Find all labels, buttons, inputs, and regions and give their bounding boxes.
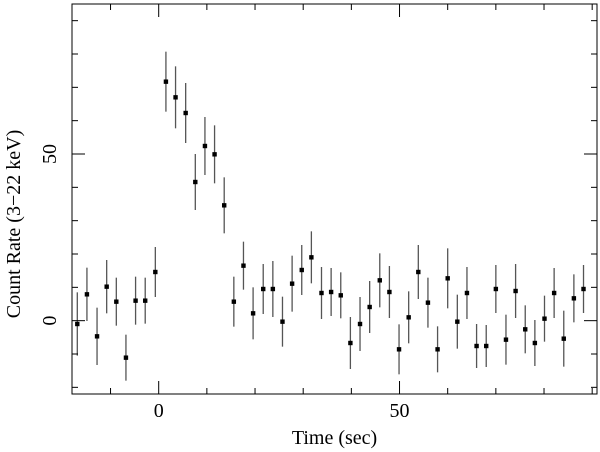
data-point xyxy=(153,269,158,275)
data-point xyxy=(406,315,411,320)
plot-frame xyxy=(71,3,598,395)
y-tick-label: 50 xyxy=(39,144,61,164)
data-point xyxy=(523,327,528,332)
data-point xyxy=(387,289,392,295)
data-point xyxy=(84,292,90,297)
data-point xyxy=(309,255,314,260)
data-point xyxy=(464,290,470,296)
data-point xyxy=(133,298,138,303)
data-point xyxy=(581,286,586,292)
data-point xyxy=(299,267,304,273)
data-point xyxy=(75,321,80,327)
data-point xyxy=(123,355,129,360)
data-point xyxy=(551,290,557,296)
data-point xyxy=(396,347,402,352)
data-point xyxy=(542,316,547,321)
x-tick-label: 50 xyxy=(390,400,410,422)
data-point xyxy=(114,299,119,304)
data-point xyxy=(338,293,343,298)
data-point xyxy=(231,299,237,304)
data-point xyxy=(445,276,450,281)
data-point xyxy=(289,281,295,286)
data-point xyxy=(425,300,431,305)
y-tick-label: 0 xyxy=(39,316,61,326)
data-point xyxy=(183,110,188,116)
data-point xyxy=(416,269,421,275)
x-tick-label: 0 xyxy=(154,400,164,422)
data-point xyxy=(319,290,324,296)
data-point xyxy=(367,304,372,310)
data-point xyxy=(571,296,577,301)
axes xyxy=(71,3,598,395)
data-point xyxy=(474,343,479,349)
data-point xyxy=(261,286,266,292)
tick-labels: 0 50 0 50 xyxy=(39,144,410,422)
data-point xyxy=(377,278,382,283)
data-point xyxy=(503,337,509,342)
data-point xyxy=(104,284,109,289)
x-axis-label: Time (sec) xyxy=(292,427,377,449)
data-point xyxy=(328,289,334,295)
data-point xyxy=(163,79,169,84)
data-point xyxy=(280,319,285,324)
data-marks xyxy=(75,51,586,381)
data-point xyxy=(484,343,489,349)
data-point xyxy=(435,347,440,352)
data-point xyxy=(357,321,363,327)
data-point xyxy=(493,286,499,292)
data-point xyxy=(202,143,208,149)
y-axis-label: Count Rate (3−22 keV) xyxy=(3,130,25,318)
data-point xyxy=(222,203,227,208)
data-point xyxy=(241,263,246,268)
data-point xyxy=(94,334,100,339)
data-point xyxy=(143,298,148,303)
data-point xyxy=(193,179,198,185)
data-point xyxy=(455,319,460,324)
ticks xyxy=(72,4,597,394)
data-point xyxy=(532,340,538,346)
data-point xyxy=(348,340,353,346)
data-point xyxy=(561,336,566,341)
data-point xyxy=(513,288,518,294)
data-point xyxy=(270,286,276,292)
data-point xyxy=(212,152,217,157)
data-point xyxy=(250,311,256,316)
data-point xyxy=(173,95,178,100)
